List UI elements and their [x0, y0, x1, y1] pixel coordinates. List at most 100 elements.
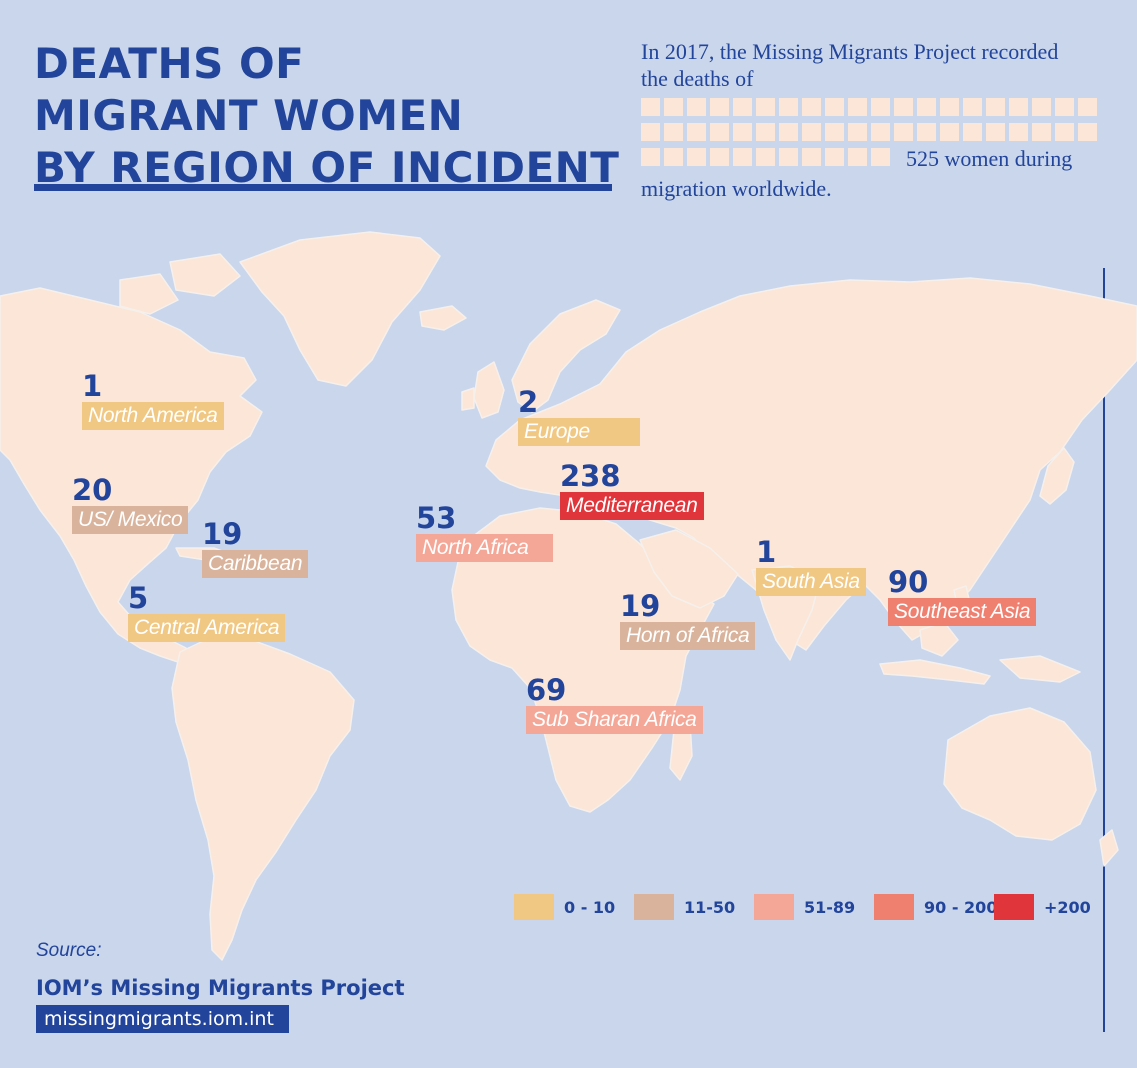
count-block: [687, 148, 706, 166]
legend-swatch: [514, 894, 554, 920]
legend-label: +200: [1044, 898, 1091, 917]
region-central-america: 5 Central America: [128, 581, 286, 642]
new-zealand-shape: [1099, 829, 1119, 867]
region-mediterranean: 238 Mediterranean: [560, 460, 704, 520]
count-block: [894, 98, 913, 116]
count-block: [871, 148, 890, 166]
count-block: [802, 98, 821, 116]
count-block: [664, 123, 683, 141]
region-value: 5: [128, 581, 149, 615]
count-block: [733, 123, 752, 141]
iceland-shape: [419, 305, 467, 331]
south-america-shape: [171, 635, 355, 961]
legend-label: 11-50: [684, 898, 736, 917]
region-europe: 2 Europe: [518, 386, 640, 446]
count-block: [779, 148, 798, 166]
region-label: Southeast Asia: [888, 598, 1037, 626]
count-block: [641, 98, 660, 116]
region-value: 53: [416, 501, 457, 535]
africa-shape: [451, 507, 715, 813]
right-rule: [1103, 268, 1105, 1032]
count-block: [733, 148, 752, 166]
count-block: [779, 123, 798, 141]
title-line-3: BY REGION OF INCIDENT: [34, 143, 620, 192]
count-block: [1055, 123, 1074, 141]
count-block: [1032, 98, 1051, 116]
region-south-asia: 1 South Asia: [756, 536, 866, 596]
region-value: 69: [526, 673, 567, 707]
count-block: [710, 98, 729, 116]
region-label: Sub Sharan Africa: [526, 706, 703, 734]
count-block: [825, 148, 844, 166]
count-block: [733, 98, 752, 116]
count-block: [710, 148, 729, 166]
count-block: [756, 148, 775, 166]
legend-swatch: [874, 894, 914, 920]
count-block: [664, 98, 683, 116]
region-us-mexico: 20 US/ Mexico: [72, 473, 189, 534]
count-block: [825, 123, 844, 141]
title-underline: [34, 184, 612, 191]
region-label: North Africa: [416, 534, 553, 562]
region-value: 19: [620, 589, 661, 623]
count-block: [756, 98, 775, 116]
intro-line-1: In 2017, the Missing Migrants Project re…: [641, 39, 1059, 64]
count-block: [986, 123, 1005, 141]
title-line-1: DEATHS OF: [34, 39, 305, 88]
count-block: [963, 123, 982, 141]
legend-label: 90 - 200: [924, 898, 998, 917]
infographic-title: DEATHS OF MIGRANT WOMEN BY REGION OF INC…: [34, 38, 634, 194]
region-value: 2: [518, 385, 539, 419]
scandinavia-shape: [511, 299, 621, 413]
count-block: [940, 123, 959, 141]
arabia-shape: [639, 529, 739, 609]
arctic-islands-shape: [169, 253, 241, 297]
region-value: 20: [72, 473, 113, 507]
region-label: Horn of Africa: [620, 622, 756, 650]
australia-shape: [943, 707, 1097, 841]
count-block: [802, 123, 821, 141]
region-sub-saharan-africa: 69 Sub Sharan Africa: [526, 674, 703, 734]
count-block: [641, 148, 660, 166]
legend-label: 0 - 10: [564, 898, 616, 917]
region-label: Caribbean: [202, 550, 309, 578]
region-label: Central America: [128, 614, 286, 642]
count-block: [963, 98, 982, 116]
region-label: North America: [82, 402, 224, 430]
count-block: [848, 98, 867, 116]
legend-label: 51-89: [804, 898, 856, 917]
count-block: [710, 123, 729, 141]
region-value: 1: [82, 369, 103, 403]
source-url-link[interactable]: missingmigrants.iom.int: [36, 1005, 289, 1033]
count-block: [664, 148, 683, 166]
count-block: [940, 98, 959, 116]
region-horn-of-africa: 19 Horn of Africa: [620, 589, 756, 650]
legend-swatch: [634, 894, 674, 920]
greenland-shape: [239, 231, 441, 387]
count-block: [1078, 123, 1097, 141]
count-block: [825, 98, 844, 116]
title-line-2: MIGRANT WOMEN: [34, 91, 464, 140]
count-block: [871, 98, 890, 116]
new-guinea-shape: [999, 655, 1081, 683]
region-label: US/ Mexico: [72, 506, 189, 534]
region-label: Europe: [518, 418, 640, 446]
region-caribbean: 19 Caribbean: [202, 518, 309, 578]
uk-shape: [473, 361, 505, 419]
legend-swatch: [994, 894, 1034, 920]
north-america-shape: [0, 287, 263, 663]
count-block: [917, 98, 936, 116]
source-name: IOM’s Missing Migrants Project: [36, 976, 405, 1000]
region-value: 1: [756, 535, 777, 569]
count-block: [871, 123, 890, 141]
arctic-islands-shape-2: [119, 273, 179, 315]
region-southeast-asia: 90 Southeast Asia: [888, 566, 1037, 626]
intro-line-4: migration worldwide.: [641, 176, 832, 201]
source-label: Source:: [36, 940, 102, 961]
count-block: [1078, 98, 1097, 116]
region-label: Mediterranean: [560, 492, 704, 520]
count-block: [641, 123, 660, 141]
indonesia-shape: [879, 659, 991, 685]
count-block: [1009, 98, 1028, 116]
